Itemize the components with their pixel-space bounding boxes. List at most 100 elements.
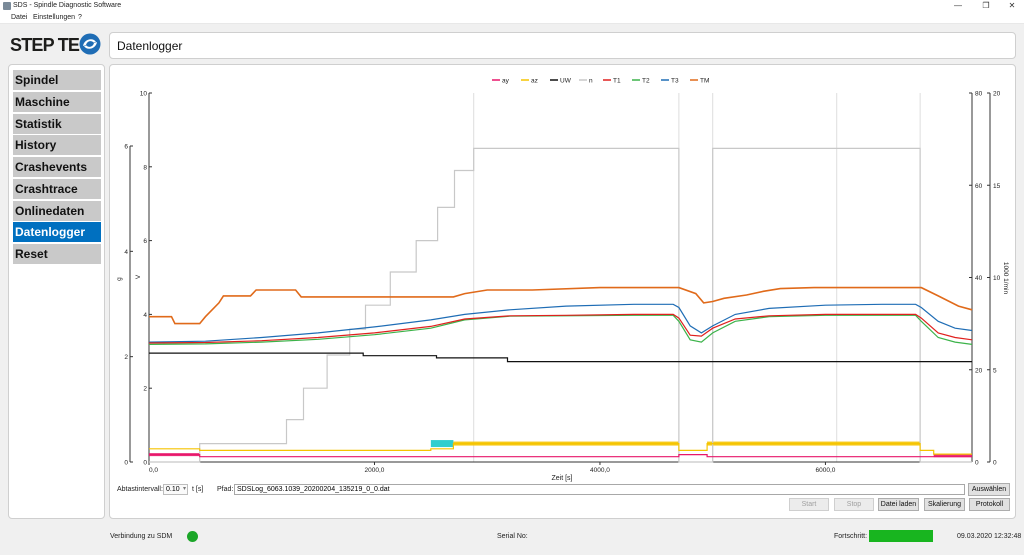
y2-tick-label: 20 [975, 367, 983, 374]
sample-interval-value: 0.10 [166, 486, 180, 493]
window-title: SDS - Spindle Diagnostic Software [13, 2, 122, 9]
spike-band [430, 440, 454, 448]
y-tick-label: 2 [143, 386, 147, 393]
title-bar: SDS - Spindle Diagnostic Software — ❐ ✕ [0, 0, 1024, 12]
sidebar-item-crashevents[interactable]: Crashevents [13, 157, 101, 177]
y2-tick-label: 0 [975, 460, 979, 467]
series-az [149, 443, 972, 455]
scaling-button[interactable]: Skalierung [924, 498, 965, 511]
sidebar-item-reset[interactable]: Reset [13, 244, 101, 264]
y-tick-label: 6 [143, 238, 147, 245]
series-t2 [148, 314, 973, 345]
menu-einstellungen[interactable]: Einstellungen [33, 14, 76, 21]
y-tick-label: 6 [124, 144, 128, 151]
x-tick-label: 6000,0 [815, 467, 835, 474]
progress-bar [869, 530, 933, 542]
legend-item-n: n [579, 78, 593, 85]
y-tick-label: 4 [143, 312, 147, 319]
menu-help[interactable]: ? [78, 14, 82, 21]
y2-tick-label: 0 [993, 460, 997, 467]
chart-axes: 0 2 4 6 g 0 2 4 6 8 10 V 0 20 40 60 80 0 5 10 15 20 1000 1/min… [116, 91, 1009, 483]
y-tick-label: 4 [124, 249, 128, 256]
select-file-button[interactable]: Auswählen [968, 483, 1010, 496]
ay-band [933, 454, 972, 458]
chevron-down-icon: ▾ [182, 486, 186, 492]
x-axis-label: Zeit [s] [551, 475, 572, 482]
sample-unit-label: t [s] [192, 486, 204, 493]
protocol-button[interactable]: Protokoll [969, 498, 1010, 511]
path-field[interactable]: SDSLog_6063.1039_20200204_135219_0_0.dat [234, 484, 965, 495]
legend-item-t3: T3 [661, 78, 679, 85]
sidebar-item-spindel[interactable]: Spindel [13, 70, 101, 90]
legend-label: UW [560, 78, 572, 85]
sidebar-item-datenlogger[interactable]: Datenlogger [13, 222, 101, 242]
y2-tick-label: 80 [975, 91, 983, 98]
load-file-button[interactable]: Datei laden [878, 498, 919, 511]
y-tick-label: 10 [140, 91, 148, 98]
series-n [149, 147, 972, 463]
y2-tick-label: 40 [975, 275, 983, 282]
y2-tick-label: 15 [993, 183, 1001, 190]
y-tick-label: 8 [143, 164, 147, 171]
series-t1 [148, 313, 973, 344]
legend-item-ay: ay [492, 78, 510, 85]
progress-label: Fortschritt: [834, 533, 868, 540]
legend-item-tm: TM [690, 78, 709, 85]
legend-label: T3 [671, 78, 679, 85]
start-button[interactable]: Start [789, 498, 829, 511]
maximize-button[interactable]: ❐ [982, 1, 990, 10]
y2-axis-label: 1000 1/min [1002, 262, 1009, 295]
sidebar-item-onlinedaten[interactable]: Onlinedaten [13, 201, 101, 221]
sidebar: Spindel Maschine Statistik History Crash… [8, 64, 105, 519]
y-axis-label: V [135, 274, 142, 279]
sidebar-item-statistik[interactable]: Statistik [13, 114, 101, 134]
chart-series [148, 147, 973, 463]
status-bar: Verbindung zu SDM Serial No: Fortschritt… [0, 526, 1024, 548]
serial-label: Serial No: [497, 533, 528, 540]
legend-label: T1 [613, 78, 621, 85]
chart-legend: ay az UW n T1 T2 T3 TM [492, 78, 709, 85]
x-tick-label: 4000,0 [590, 467, 610, 474]
legend-item-t2: T2 [632, 78, 650, 85]
legend-item-uw: UW [550, 78, 572, 85]
page-header: Datenlogger [109, 32, 1016, 59]
sidebar-item-history[interactable]: History [13, 135, 101, 155]
series-ay [149, 454, 972, 458]
sidebar-item-maschine[interactable]: Maschine [13, 92, 101, 112]
series-t3 [148, 303, 973, 343]
sidebar-item-crashtrace[interactable]: Crashtrace [13, 179, 101, 199]
sample-interval-label: Abtastintervall: [117, 486, 163, 493]
legend-item-az: az [521, 78, 538, 85]
menu-datei[interactable]: Datei [11, 14, 28, 21]
legend-item-t1: T1 [603, 78, 621, 85]
y2-tick-label: 20 [993, 91, 1001, 98]
logo-text: STEP TEC [10, 35, 92, 55]
y2-tick-label: 5 [993, 367, 997, 374]
menu-bar: Datei Einstellungen ? [0, 12, 1024, 24]
stop-button[interactable]: Stop [834, 498, 874, 511]
path-label: Pfad: [217, 486, 234, 493]
y2-tick-label: 10 [993, 275, 1001, 282]
close-button[interactable]: ✕ [1008, 1, 1016, 10]
connection-status-indicator [187, 531, 198, 542]
legend-label: TM [700, 78, 709, 85]
legend-label: T2 [642, 78, 650, 85]
y-tick-label: 0 [143, 460, 147, 467]
logo-swirl-icon [79, 33, 101, 55]
x-tick-label: 2000,0 [365, 467, 385, 474]
app-icon [3, 2, 11, 10]
step-tec-logo: STEP TEC [10, 32, 102, 60]
legend-label: n [589, 78, 593, 85]
sample-interval-select[interactable]: 0.10 ▾ [163, 484, 188, 495]
connection-label: Verbindung zu SDM [110, 533, 173, 540]
y-tick-label: 0 [124, 460, 128, 467]
y2-tick-label: 60 [975, 183, 983, 190]
datetime: 09.03.2020 12:32:48 [957, 533, 1022, 540]
minimize-button[interactable]: — [954, 1, 962, 10]
page-title: Datenlogger [117, 39, 183, 53]
y-axis-label: g [116, 277, 123, 281]
legend-label: ay [502, 78, 510, 85]
x-tick-label: 0,0 [149, 467, 158, 474]
y-tick-label: 2 [124, 354, 128, 361]
